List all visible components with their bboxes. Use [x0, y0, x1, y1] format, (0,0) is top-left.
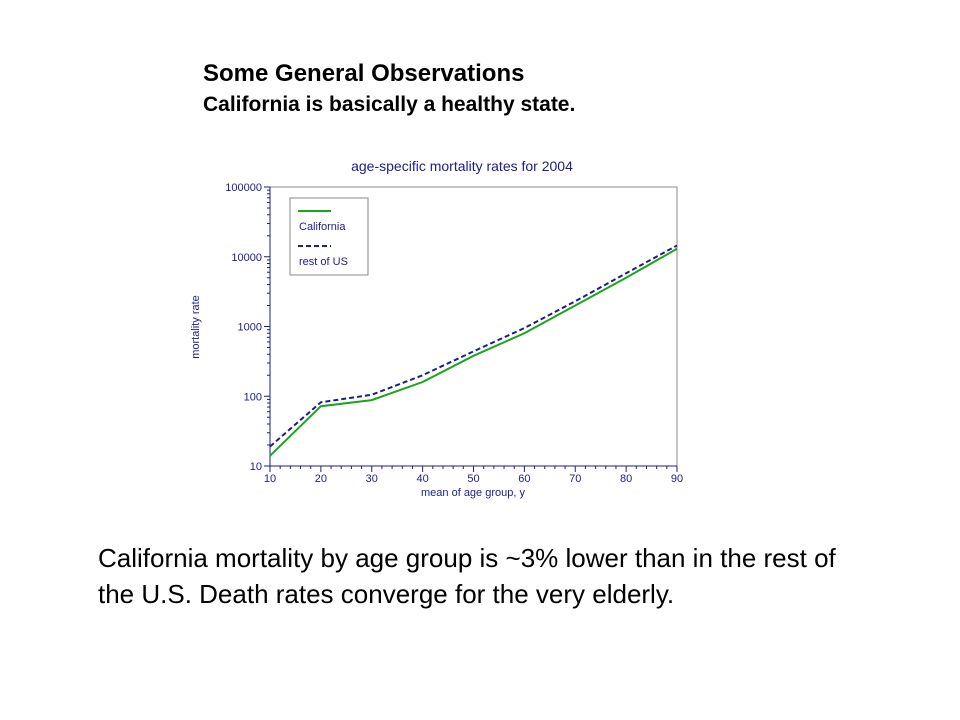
chart-title: age-specific mortality rates for 2004	[351, 158, 573, 174]
y-axis: 10 100 1000 10000 100000	[225, 182, 271, 473]
x-tick-label: 40	[417, 473, 429, 485]
x-tick-label: 30	[366, 473, 378, 485]
series-line-california	[269, 247, 678, 457]
x-tick-label: 90	[671, 473, 683, 485]
y-tick-label: 10000	[231, 252, 262, 264]
series-group	[269, 244, 678, 457]
slide-subtitle: California is basically a healthy state.	[203, 93, 576, 116]
x-axis: 10 20 30 40 50 60 70 80 90	[264, 465, 683, 485]
y-tick-label: 100	[244, 391, 262, 403]
series-line-rest-of-us	[269, 244, 678, 448]
x-tick-label: 60	[518, 473, 530, 485]
x-axis-label: mean of age group, y	[421, 487, 525, 499]
y-axis-label: mortality rate	[190, 295, 202, 359]
x-tick-label: 80	[620, 473, 632, 485]
legend: California rest of US	[289, 197, 369, 276]
mortality-chart: age-specific mortality rates for 2004 10…	[190, 158, 683, 499]
x-tick-label: 20	[315, 473, 327, 485]
legend-label-california: California	[299, 221, 346, 233]
y-tick-label: 1000	[238, 322, 262, 334]
slide-heading: Some General Observations California is …	[203, 58, 575, 120]
legend-label-rest-of-us: rest of US	[299, 256, 348, 268]
x-tick-label: 70	[569, 473, 581, 485]
slide-title: Some General Observations	[203, 60, 525, 87]
slide-body-text: California mortality by age group is ~3%…	[98, 543, 836, 609]
x-tick-label: 10	[264, 473, 276, 485]
x-tick-label: 50	[467, 473, 479, 485]
y-tick-label: 100000	[225, 182, 262, 194]
y-tick-label: 10	[250, 461, 262, 473]
